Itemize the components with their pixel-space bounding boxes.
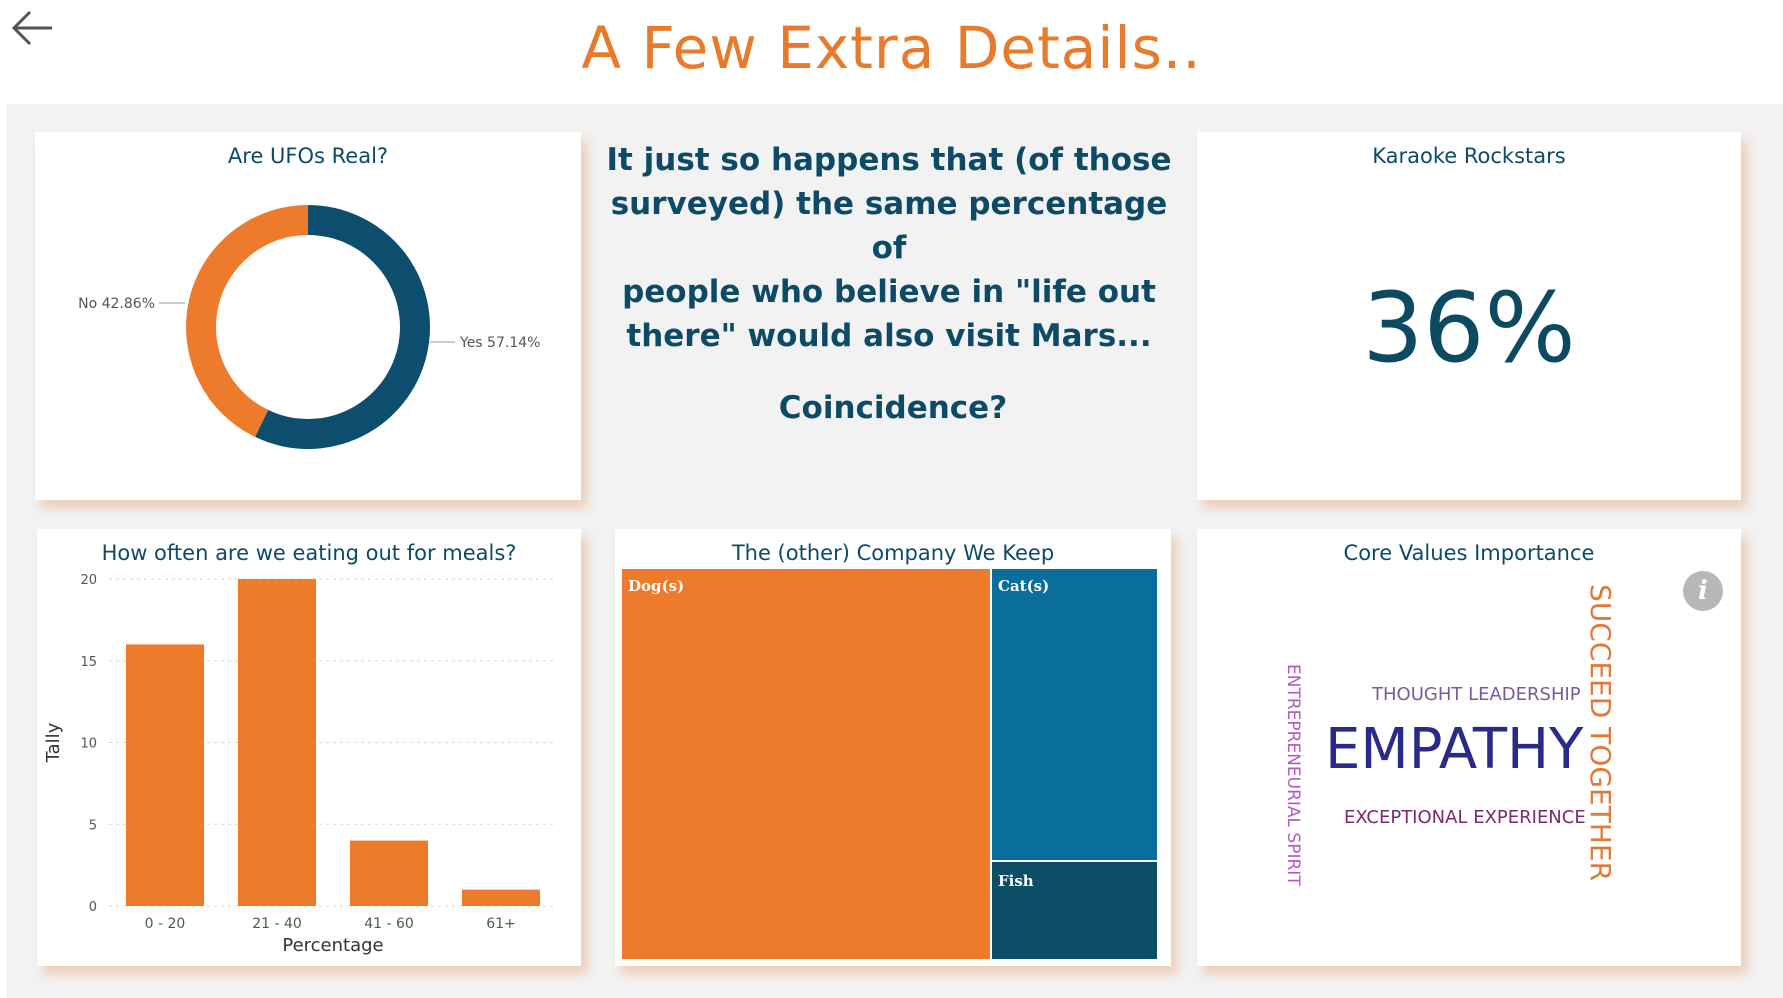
core-values-card-title: Core Values Importance (1343, 541, 1595, 565)
message-line-4: there" would also visit Mars... (626, 318, 1152, 354)
y-tick-label: 20 (80, 573, 97, 588)
message-line-3: people who believe in "life out (622, 274, 1156, 310)
treemap-tile-fish[interactable]: Fish (992, 862, 1157, 959)
y-tick-label: 10 (80, 737, 97, 752)
donut-label-no: No 42.86% (78, 296, 155, 312)
bar[interactable] (238, 579, 316, 906)
ufo-card-title: Are UFOs Real? (227, 144, 389, 168)
arrow-left-icon (11, 10, 52, 46)
report-canvas: Are UFOs Real? Yes 57.14% No 42.86% It j… (6, 104, 1783, 998)
info-icon[interactable]: i (1683, 571, 1723, 611)
meals-card-title: How often are we eating out for meals? (101, 541, 517, 565)
meals-bar-chart: 0 5 10 15 20 0 - 20 21 - 40 41 - 60 61+ Percentag… (43, 573, 557, 956)
karaoke-card[interactable]: Karaoke Rockstars 36% (1197, 132, 1741, 500)
word-succeed-together: SUCCEED TOGETHER (1584, 584, 1617, 882)
word-empathy: EMPATHY (1325, 717, 1584, 782)
word-entrepreneurial-spirit: ENTREPRENEURIAL SPIRIT (1283, 664, 1303, 886)
message-line-2: surveyed) the same percentage of (610, 186, 1168, 266)
x-tick-label: 41 - 60 (364, 916, 414, 932)
karaoke-kpi-value: 36% (1362, 272, 1576, 384)
x-tick-label: 61+ (486, 916, 516, 932)
survey-message: It just so happens that (of those survey… (596, 138, 1182, 358)
treemap-label-cats: Cat(s) (998, 577, 1050, 595)
meals-card[interactable]: How often are we eating out for meals? 0… (37, 529, 581, 966)
donut-label-yes: Yes 57.14% (459, 335, 540, 351)
message-line-1: It just so happens that (of those (606, 142, 1172, 178)
word-thought-leadership: THOUGHT LEADERSHIP (1372, 684, 1581, 705)
x-tick-label: 0 - 20 (145, 916, 186, 932)
donut-slice-yes[interactable] (255, 205, 430, 449)
y-tick-label: 15 (80, 655, 97, 670)
karaoke-card-title: Karaoke Rockstars (1372, 144, 1566, 168)
treemap-tile-dogs[interactable]: Dog(s) (622, 569, 990, 959)
y-tick-label: 5 (89, 818, 97, 833)
treemap-label-dogs: Dog(s) (628, 577, 685, 595)
bar[interactable] (126, 644, 204, 906)
bar[interactable] (350, 840, 428, 906)
core-values-card[interactable]: Core Values Importance i THOUGHT LEADERS… (1197, 529, 1741, 966)
pets-card[interactable]: The (other) Company We Keep Dog(s) Cat(s… (615, 529, 1171, 966)
coincidence-text: Coincidence? (778, 390, 1008, 426)
donut-slice-no[interactable] (185, 205, 308, 437)
y-axis-title: Tally (43, 722, 64, 763)
pets-card-title: The (other) Company We Keep (731, 541, 1055, 565)
x-axis-title: Percentage (282, 935, 383, 956)
word-exceptional-experience: EXCEPTIONAL EXPERIENCE (1344, 807, 1586, 828)
treemap-label-fish: Fish (998, 872, 1034, 890)
ufo-donut-chart: Yes 57.14% No 42.86% (78, 205, 540, 449)
back-button[interactable] (10, 6, 54, 50)
page-title: A Few Extra Details.. (581, 14, 1202, 82)
y-tick-label: 0 (89, 900, 97, 915)
ufo-card[interactable]: Are UFOs Real? Yes 57.14% No 42.86% (35, 132, 581, 500)
x-tick-label: 21 - 40 (252, 916, 302, 932)
bar[interactable] (462, 889, 540, 906)
treemap-tile-cats[interactable]: Cat(s) (992, 569, 1157, 860)
